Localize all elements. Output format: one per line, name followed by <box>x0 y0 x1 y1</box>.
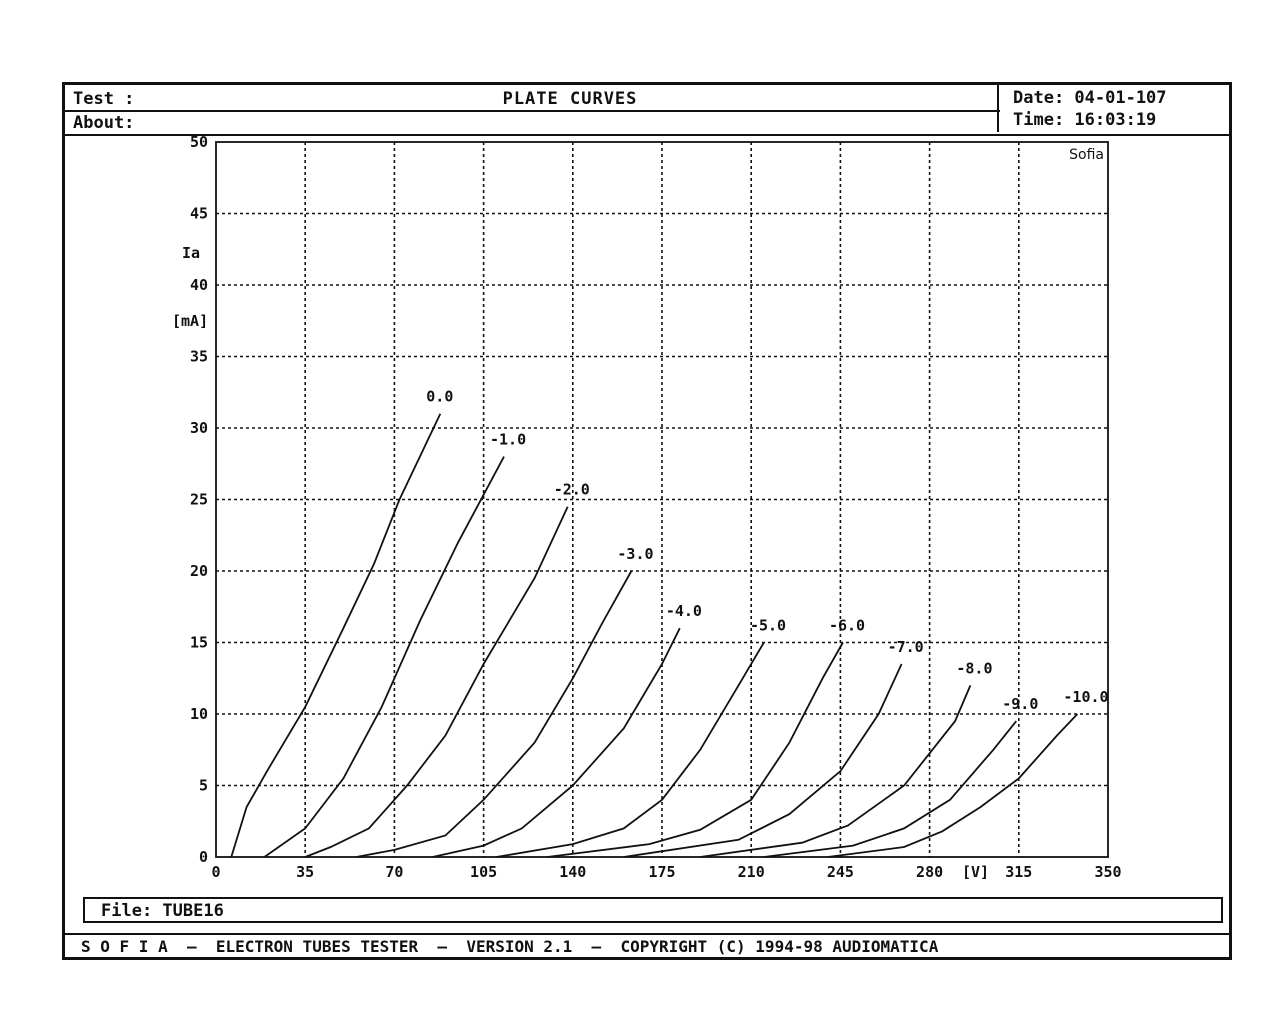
x-tick-label: 315 <box>1005 863 1032 881</box>
plate-curve <box>623 663 903 858</box>
curve-label: 0.0 <box>426 388 453 406</box>
plate-curve <box>547 642 844 858</box>
y-tick-label: 25 <box>190 491 208 509</box>
curve-label: -3.0 <box>617 545 653 563</box>
corner-label: Sofia <box>1069 147 1104 163</box>
page-title: PLATE CURVES <box>502 89 638 109</box>
curve-label: -4.0 <box>666 602 702 620</box>
y-tick-label: 10 <box>190 705 208 723</box>
footer-banner: S O F I A – ELECTRON TUBES TESTER – VERS… <box>81 937 939 956</box>
plate-curve <box>827 713 1079 858</box>
y-axis-label: Ia <box>182 244 200 262</box>
plate-curve <box>432 627 681 858</box>
x-tick-label: 280 <box>916 863 943 881</box>
x-axis-unit: [V] <box>962 863 989 881</box>
curve-label: -10.0 <box>1063 688 1108 706</box>
footer-divider <box>65 933 1229 935</box>
time-text: Time: 16:03:19 <box>1013 110 1157 130</box>
plate-curve <box>230 413 442 858</box>
tick-layer: 0 35 70 105 140 175 210 245 280 315 350 0 5 10 15 20 25 3… <box>190 133 1122 881</box>
y-tick-label: 15 <box>190 634 208 652</box>
plot-border <box>215 141 1109 858</box>
plate-curve <box>700 685 972 858</box>
tester-window: Test : About: PLATE CURVES Date: 04-01-1… <box>62 82 1232 960</box>
header-bottom-divider <box>65 134 1229 136</box>
x-tick-label: 350 <box>1094 863 1121 881</box>
x-tick-label: 0 <box>211 863 220 881</box>
grid-layer <box>216 142 1108 857</box>
about-field-label: About: <box>73 113 135 133</box>
y-tick-label: 5 <box>199 777 208 795</box>
x-tick-label: 210 <box>738 863 765 881</box>
x-tick-label: 140 <box>559 863 586 881</box>
plate-curve <box>496 642 765 858</box>
x-tick-label: 245 <box>827 863 854 881</box>
plate-curve <box>763 720 1018 858</box>
y-tick-label: 40 <box>190 276 208 294</box>
test-field-label: Test : <box>73 89 135 109</box>
y-tick-label: 50 <box>190 133 208 151</box>
y-tick-label: 45 <box>190 205 208 223</box>
curve-label: -7.0 <box>888 638 924 656</box>
curve-layer <box>230 413 1079 858</box>
x-tick-label: 105 <box>470 863 497 881</box>
curve-label: -8.0 <box>956 659 992 677</box>
curve-label: -5.0 <box>750 617 786 635</box>
y-tick-label: 35 <box>190 348 208 366</box>
y-tick-label: 20 <box>190 562 208 580</box>
plate-curve <box>263 456 505 858</box>
plate-curve <box>356 570 633 858</box>
curve-label: -6.0 <box>829 617 865 635</box>
x-tick-label: 70 <box>385 863 403 881</box>
x-tick-label: 175 <box>648 863 675 881</box>
date-time-box: Date: 04-01-107 Time: 16:03:19 <box>997 85 1229 132</box>
curve-label: -1.0 <box>490 431 526 449</box>
label-layer: 0.0 -1.0 -2.0 -3.0 -4.0 -5.0 -6.0 -7.0 -8.0 -9.0 -… <box>426 388 1108 713</box>
header-divider <box>65 110 1000 112</box>
y-tick-label: 30 <box>190 419 208 437</box>
y-axis-unit: [mA] <box>172 312 208 330</box>
y-tick-label: 0 <box>199 848 208 866</box>
curve-label: -9.0 <box>1002 695 1038 713</box>
file-name-box: File: TUBE16 <box>83 897 1223 923</box>
plate-curve <box>304 506 569 858</box>
curve-label: -2.0 <box>554 481 590 499</box>
date-text: Date: 04-01-107 <box>1013 88 1167 108</box>
x-tick-label: 35 <box>296 863 314 881</box>
